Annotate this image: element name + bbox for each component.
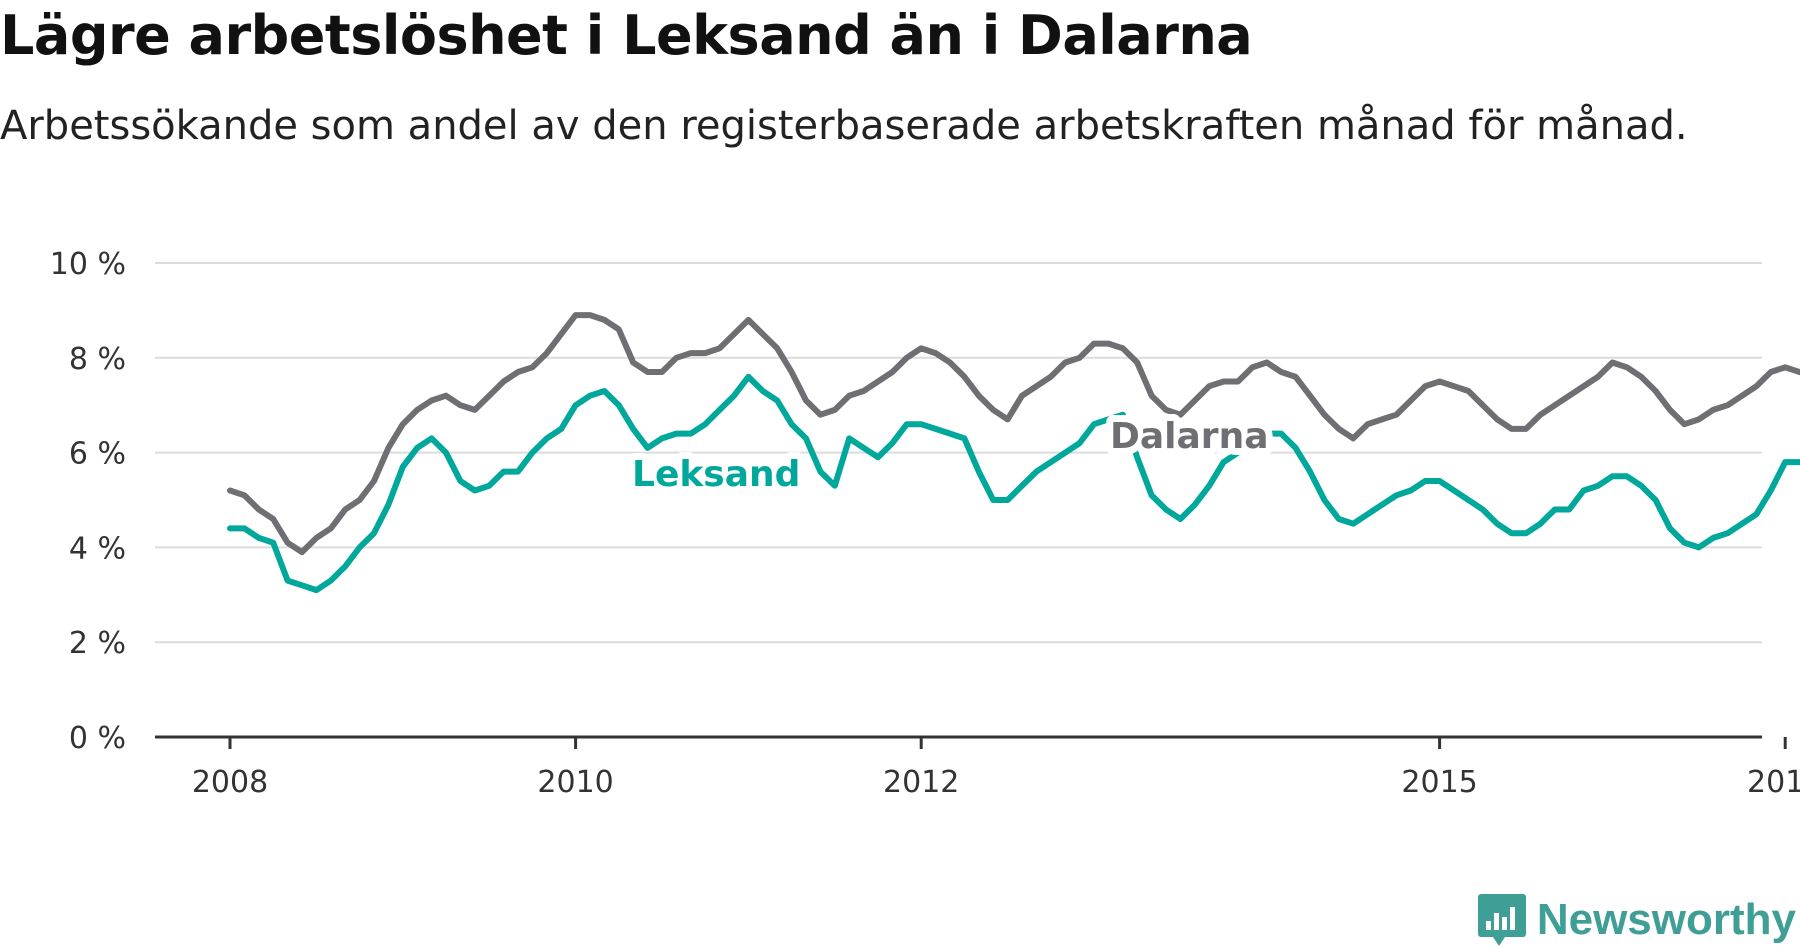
x-tick-label: 2015	[1401, 765, 1477, 800]
chart-subtitle: Arbetssökande som andel av den registerb…	[0, 103, 1688, 149]
x-tick-label: 2012	[883, 765, 959, 800]
series-label-leksand: Leksand	[632, 454, 800, 495]
gridlines	[155, 262, 1762, 644]
series-labels: Dalarna5,4 %Leksand3,9 %	[625, 409, 1275, 502]
y-tick-label: 10 %	[50, 247, 126, 282]
chart-title: Lägre arbetslöshet i Leksand än i Dalarn…	[0, 4, 1253, 67]
y-tick-label: 4 %	[69, 531, 126, 566]
brand: Newsworthy	[1477, 892, 1796, 948]
x-tick-label: 2010	[537, 765, 613, 800]
y-tick-label: 6 %	[69, 437, 126, 472]
x-axis: 20082010201220152017202020222024	[155, 735, 1800, 800]
series-lines	[227, 312, 1800, 594]
x-tick-label: 2017	[1747, 765, 1800, 800]
newsworthy-logo-icon	[1477, 894, 1526, 946]
y-tick-label: 2 %	[69, 626, 126, 661]
brand-name: Newsworthy	[1536, 895, 1796, 944]
x-tick-label: 2008	[192, 765, 268, 800]
y-tick-label: 0 %	[69, 721, 126, 756]
y-tick-label: 8 %	[69, 342, 126, 377]
y-axis-tick-labels: 0 % 2 % 4 % 6 % 8 % 10 %	[50, 247, 126, 756]
series-line-leksand	[227, 373, 1800, 594]
series-line-dalarna	[227, 312, 1800, 556]
series-label-dalarna: Dalarna	[1110, 416, 1268, 457]
